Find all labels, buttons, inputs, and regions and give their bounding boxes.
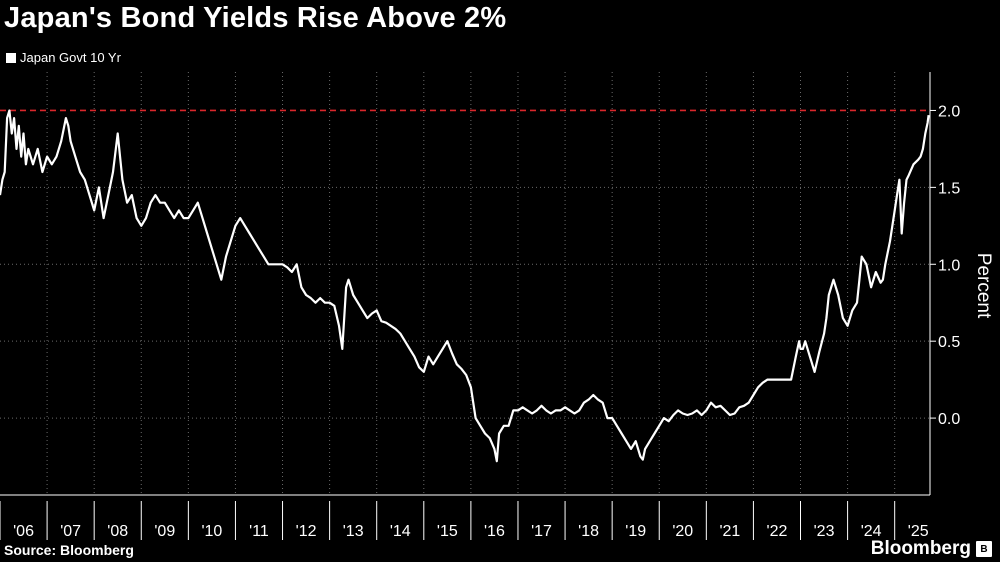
bloomberg-badge-icon: B <box>976 541 992 557</box>
y-tick-label: 1.0 <box>938 257 960 274</box>
y-axis-label: Percent <box>973 253 994 319</box>
x-tick-label: '06 <box>13 523 34 540</box>
x-tick-label: '22 <box>767 523 788 540</box>
y-tick-label: 0.5 <box>938 334 960 351</box>
x-tick-label: '19 <box>625 523 646 540</box>
x-tick-label: '18 <box>578 523 599 540</box>
y-tick-label: 0.0 <box>938 411 960 428</box>
x-tick-label: '23 <box>814 523 835 540</box>
x-tick-label: '11 <box>249 523 269 540</box>
x-tick-label: '15 <box>437 523 458 540</box>
x-tick-label: '16 <box>484 523 505 540</box>
brand-name: Bloomberg <box>870 538 971 559</box>
source-note: Source: Bloomberg <box>4 542 134 558</box>
series-line-japan-govt-10yr <box>0 109 930 463</box>
x-tick-label: '20 <box>672 523 693 540</box>
x-tick-label: '07 <box>60 523 81 540</box>
x-tick-label: '10 <box>201 523 222 540</box>
x-tick-label: '21 <box>719 523 740 540</box>
x-tick-label: '25 <box>908 523 929 540</box>
legend-swatch-icon <box>6 52 16 63</box>
x-tick-label: '13 <box>343 523 364 540</box>
brand-logo: Bloomberg B <box>871 538 992 560</box>
chart-title: Japan's Bond Yields Rise Above 2% <box>4 2 507 34</box>
x-tick-label: '17 <box>531 523 552 540</box>
x-tick-label: '09 <box>154 523 175 540</box>
legend: Japan Govt 10 Yr <box>6 50 121 65</box>
x-tick-label: '08 <box>107 523 128 540</box>
x-tick-label: '24 <box>861 523 882 540</box>
x-tick-label: '12 <box>296 523 317 540</box>
y-tick-label: 1.5 <box>938 180 960 197</box>
legend-label: Japan Govt 10 Yr <box>20 50 121 65</box>
y-tick-label: 2.0 <box>938 103 960 120</box>
x-tick-label: '14 <box>390 523 411 540</box>
